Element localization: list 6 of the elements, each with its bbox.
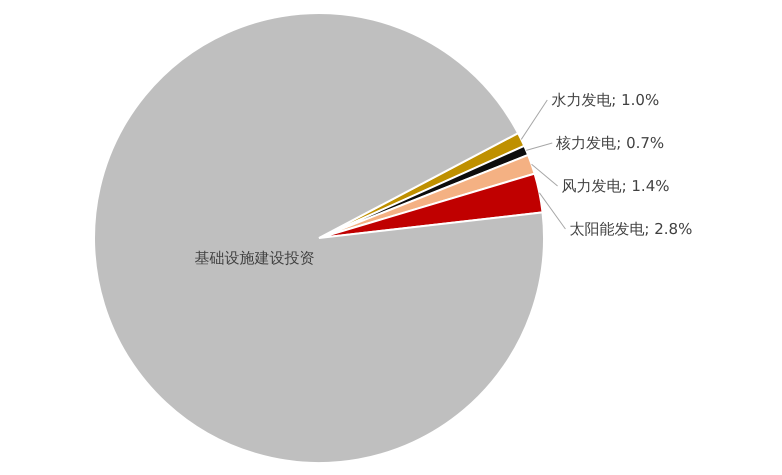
slice-label: 风力发电; 1.4% bbox=[562, 177, 670, 195]
slice-label: 核力发电; 0.7% bbox=[555, 134, 664, 152]
slice-label: 基础设施建设投资 bbox=[194, 248, 315, 267]
pie-slice bbox=[93, 12, 545, 464]
slice-label: 太阳能发电; 2.8% bbox=[569, 220, 692, 238]
slice-label: 水力发电; 1.0% bbox=[551, 91, 660, 109]
